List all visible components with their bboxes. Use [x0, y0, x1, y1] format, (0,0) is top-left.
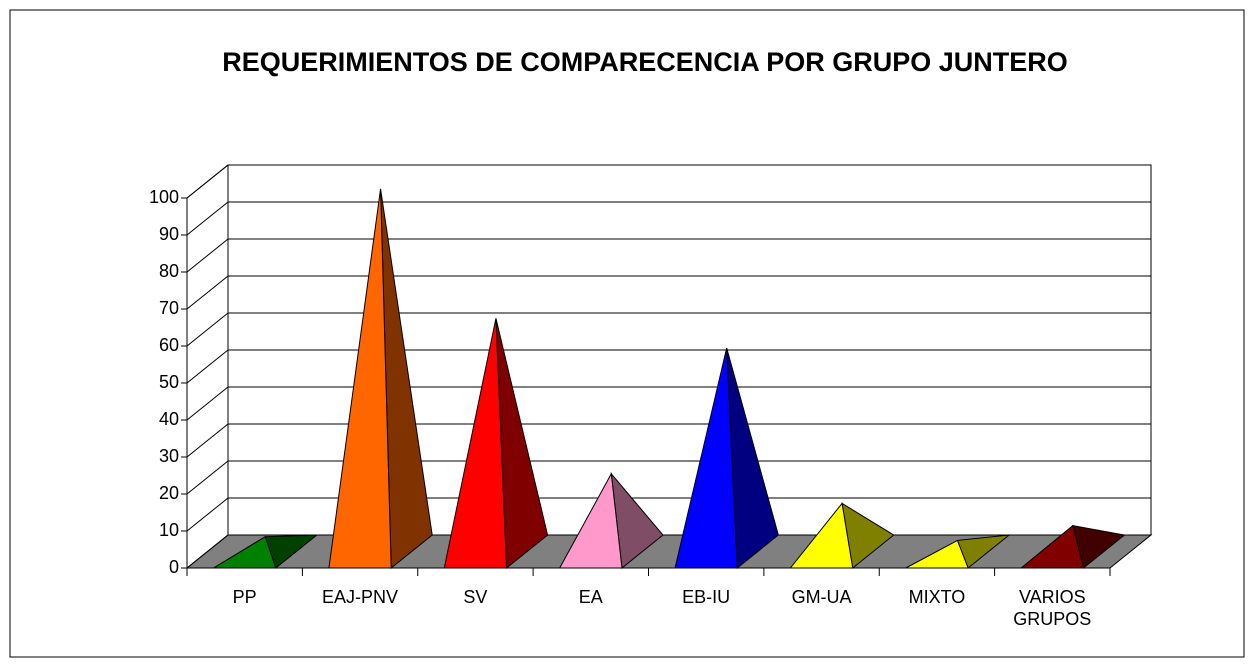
side-grid-line [186, 386, 229, 421]
x-tick-label: EAJ-PNV [322, 587, 399, 607]
x-tick-label: MIXTO [908, 587, 966, 607]
y-tick-label: 100 [149, 187, 179, 207]
y-tick-label: 0 [169, 557, 179, 577]
x-tick-label: VARIOS GRUPOS [1013, 587, 1092, 629]
x-tick-label: EB-IU [682, 587, 731, 607]
y-tick-label: 40 [159, 409, 179, 429]
y-tick-label: 90 [159, 224, 179, 244]
pyramid-front [558, 472, 623, 569]
y-tick-label: 70 [159, 298, 179, 318]
side-grid-line [186, 238, 229, 273]
pyramid-front [905, 539, 969, 569]
pyramid-front [443, 318, 508, 569]
side-grid-line [186, 497, 229, 532]
pyramid-front [789, 502, 854, 569]
pyramid-front [211, 535, 277, 569]
x-tick-label: EA [578, 587, 603, 607]
pyramid-front [328, 188, 392, 569]
chart-title: REQUERIMIENTOS DE COMPARECENCIA POR GRUP… [222, 47, 1068, 77]
y-tick-label: 20 [159, 483, 179, 503]
pyramid-front [674, 347, 738, 569]
x-tick-label: GM-UA [791, 587, 852, 607]
pyramid-front [1019, 524, 1085, 569]
side-grid-line [186, 460, 229, 495]
side-grid-line [186, 201, 229, 236]
y-tick-label: 30 [159, 446, 179, 466]
side-grid-line [186, 312, 229, 347]
x-tick-label: PP [232, 587, 257, 607]
side-grid-line [186, 349, 229, 384]
side-grid-line [186, 423, 229, 458]
y-tick-label: 50 [159, 372, 179, 392]
y-tick-label: 10 [159, 520, 179, 540]
y-tick-label: 80 [159, 261, 179, 281]
chart-border [9, 9, 1245, 658]
side-grid-line [186, 275, 229, 310]
side-grid-line [186, 164, 229, 199]
y-tick-label: 60 [159, 335, 179, 355]
side-grid-line [186, 534, 229, 569]
x-tick-label: SV [463, 587, 488, 607]
